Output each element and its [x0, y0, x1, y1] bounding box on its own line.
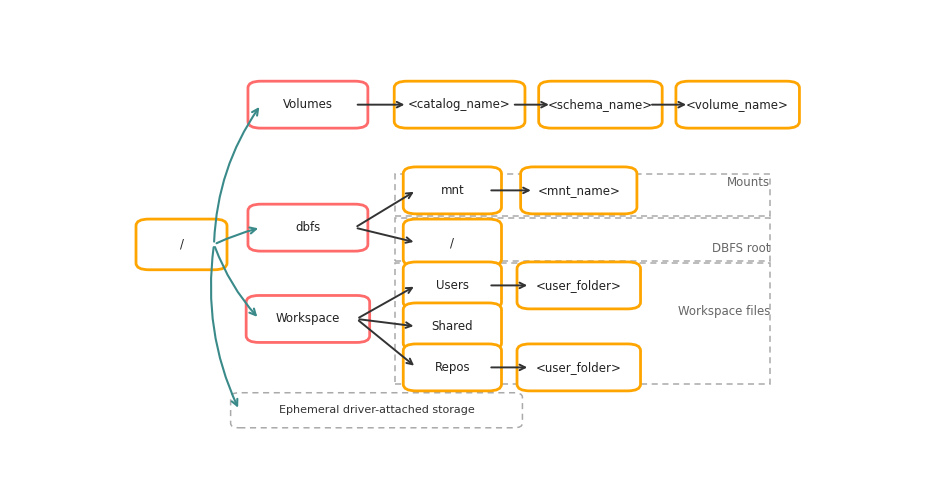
- Text: <user_folder>: <user_folder>: [536, 361, 622, 374]
- Text: Repos: Repos: [434, 361, 470, 374]
- FancyBboxPatch shape: [248, 204, 368, 251]
- FancyBboxPatch shape: [230, 393, 523, 428]
- Text: Ephemeral driver-attached storage: Ephemeral driver-attached storage: [279, 405, 474, 415]
- FancyArrowPatch shape: [216, 227, 256, 243]
- Text: Workspace: Workspace: [276, 313, 340, 325]
- FancyBboxPatch shape: [394, 81, 525, 128]
- FancyBboxPatch shape: [539, 81, 663, 128]
- FancyArrowPatch shape: [215, 247, 255, 315]
- Text: Shared: Shared: [432, 320, 473, 333]
- FancyBboxPatch shape: [517, 344, 640, 391]
- Text: <user_folder>: <user_folder>: [536, 279, 622, 292]
- FancyBboxPatch shape: [404, 262, 501, 309]
- FancyBboxPatch shape: [404, 303, 501, 350]
- FancyBboxPatch shape: [394, 263, 770, 384]
- Text: /: /: [180, 238, 184, 251]
- Text: mnt: mnt: [441, 184, 464, 197]
- Text: DBFS root: DBFS root: [712, 242, 770, 255]
- Text: Mounts: Mounts: [727, 177, 770, 189]
- Text: Volumes: Volumes: [283, 98, 333, 111]
- Text: <mnt_name>: <mnt_name>: [538, 184, 620, 197]
- FancyBboxPatch shape: [404, 344, 501, 391]
- Text: <volume_name>: <volume_name>: [686, 98, 789, 111]
- FancyBboxPatch shape: [394, 218, 770, 261]
- FancyArrowPatch shape: [211, 247, 238, 406]
- FancyArrowPatch shape: [214, 109, 258, 242]
- Text: dbfs: dbfs: [295, 221, 321, 234]
- FancyBboxPatch shape: [521, 167, 637, 214]
- Text: Workspace files: Workspace files: [678, 305, 770, 318]
- FancyBboxPatch shape: [404, 219, 501, 266]
- FancyBboxPatch shape: [517, 262, 640, 309]
- FancyBboxPatch shape: [404, 167, 501, 214]
- FancyBboxPatch shape: [676, 81, 800, 128]
- Text: <catalog_name>: <catalog_name>: [408, 98, 511, 111]
- Text: Users: Users: [436, 279, 469, 292]
- FancyBboxPatch shape: [394, 174, 770, 216]
- FancyBboxPatch shape: [246, 295, 370, 343]
- Text: <schema_name>: <schema_name>: [548, 98, 653, 111]
- Text: /: /: [450, 236, 455, 249]
- FancyBboxPatch shape: [136, 219, 227, 270]
- FancyBboxPatch shape: [248, 81, 368, 128]
